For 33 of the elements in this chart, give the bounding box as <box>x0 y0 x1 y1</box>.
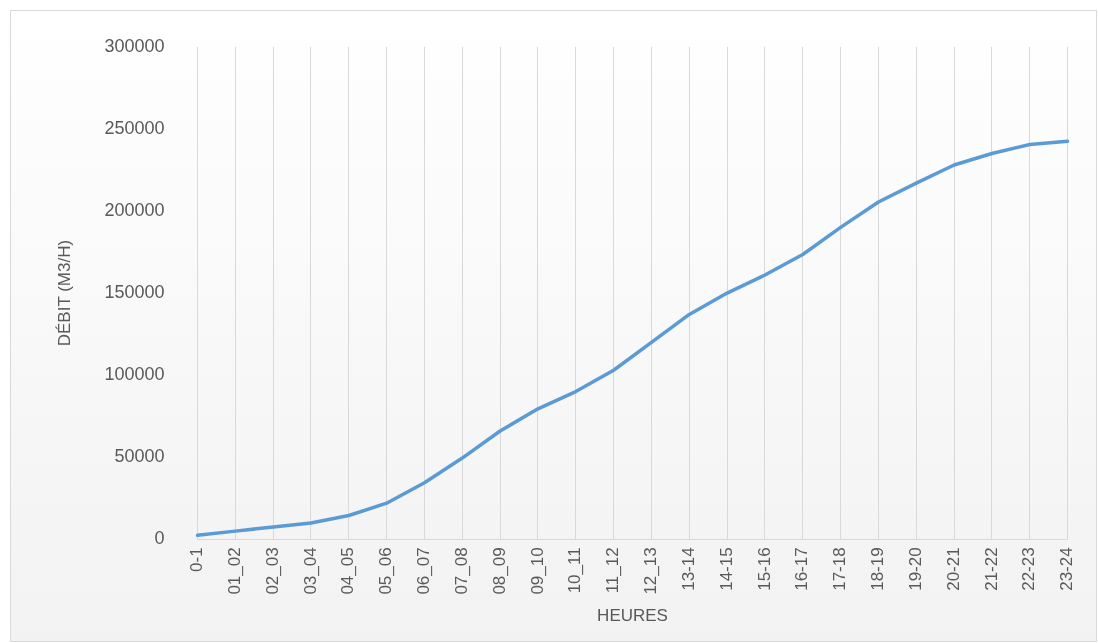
x-tick-label: 22-23 <box>1019 547 1039 591</box>
y-tick-label: 250000 <box>104 117 165 138</box>
x-tick-label: 14-15 <box>716 547 736 591</box>
x-tick-label: 12_13 <box>641 547 661 595</box>
x-tick-label: 04_05 <box>338 547 358 595</box>
x-tick-label: 08_09 <box>489 547 509 595</box>
x-tick-label: 23-24 <box>1057 547 1077 591</box>
y-tick-label: 0 <box>154 528 165 549</box>
x-tick-label: 20-21 <box>943 547 963 591</box>
x-tick-label: 02_03 <box>262 547 282 595</box>
y-axis-title: DÉBIT (M3/H) <box>54 239 74 347</box>
y-tick-label: 50000 <box>114 446 165 467</box>
x-tick-label: 03_04 <box>300 547 320 595</box>
x-tick-label: 19-20 <box>905 547 925 591</box>
x-tick-label: 06_07 <box>414 547 434 595</box>
x-tick-label: 21-22 <box>981 547 1001 591</box>
x-tick-label: 15-16 <box>754 547 774 591</box>
x-tick-label: 09_10 <box>527 547 547 595</box>
x-tick-label: 17-18 <box>830 547 850 591</box>
x-tick-label: 01_02 <box>224 547 244 595</box>
y-tick-label: 200000 <box>104 199 165 220</box>
x-tick-label: 05_06 <box>376 547 396 595</box>
x-tick-label: 13-14 <box>678 547 698 591</box>
x-tick-label: 11_12 <box>603 547 623 594</box>
x-tick-label: 16-17 <box>792 547 812 591</box>
y-tick-label: 300000 <box>104 35 165 56</box>
y-tick-label: 100000 <box>104 364 165 385</box>
x-tick-label: 0-1 <box>187 547 207 572</box>
x-tick-label: 07_08 <box>451 547 471 595</box>
x-tick-label: 10_11 <box>565 547 585 594</box>
y-tick-label: 150000 <box>104 282 165 303</box>
x-axis-title: HEURES <box>597 606 668 626</box>
x-tick-label: 18-19 <box>868 547 888 591</box>
